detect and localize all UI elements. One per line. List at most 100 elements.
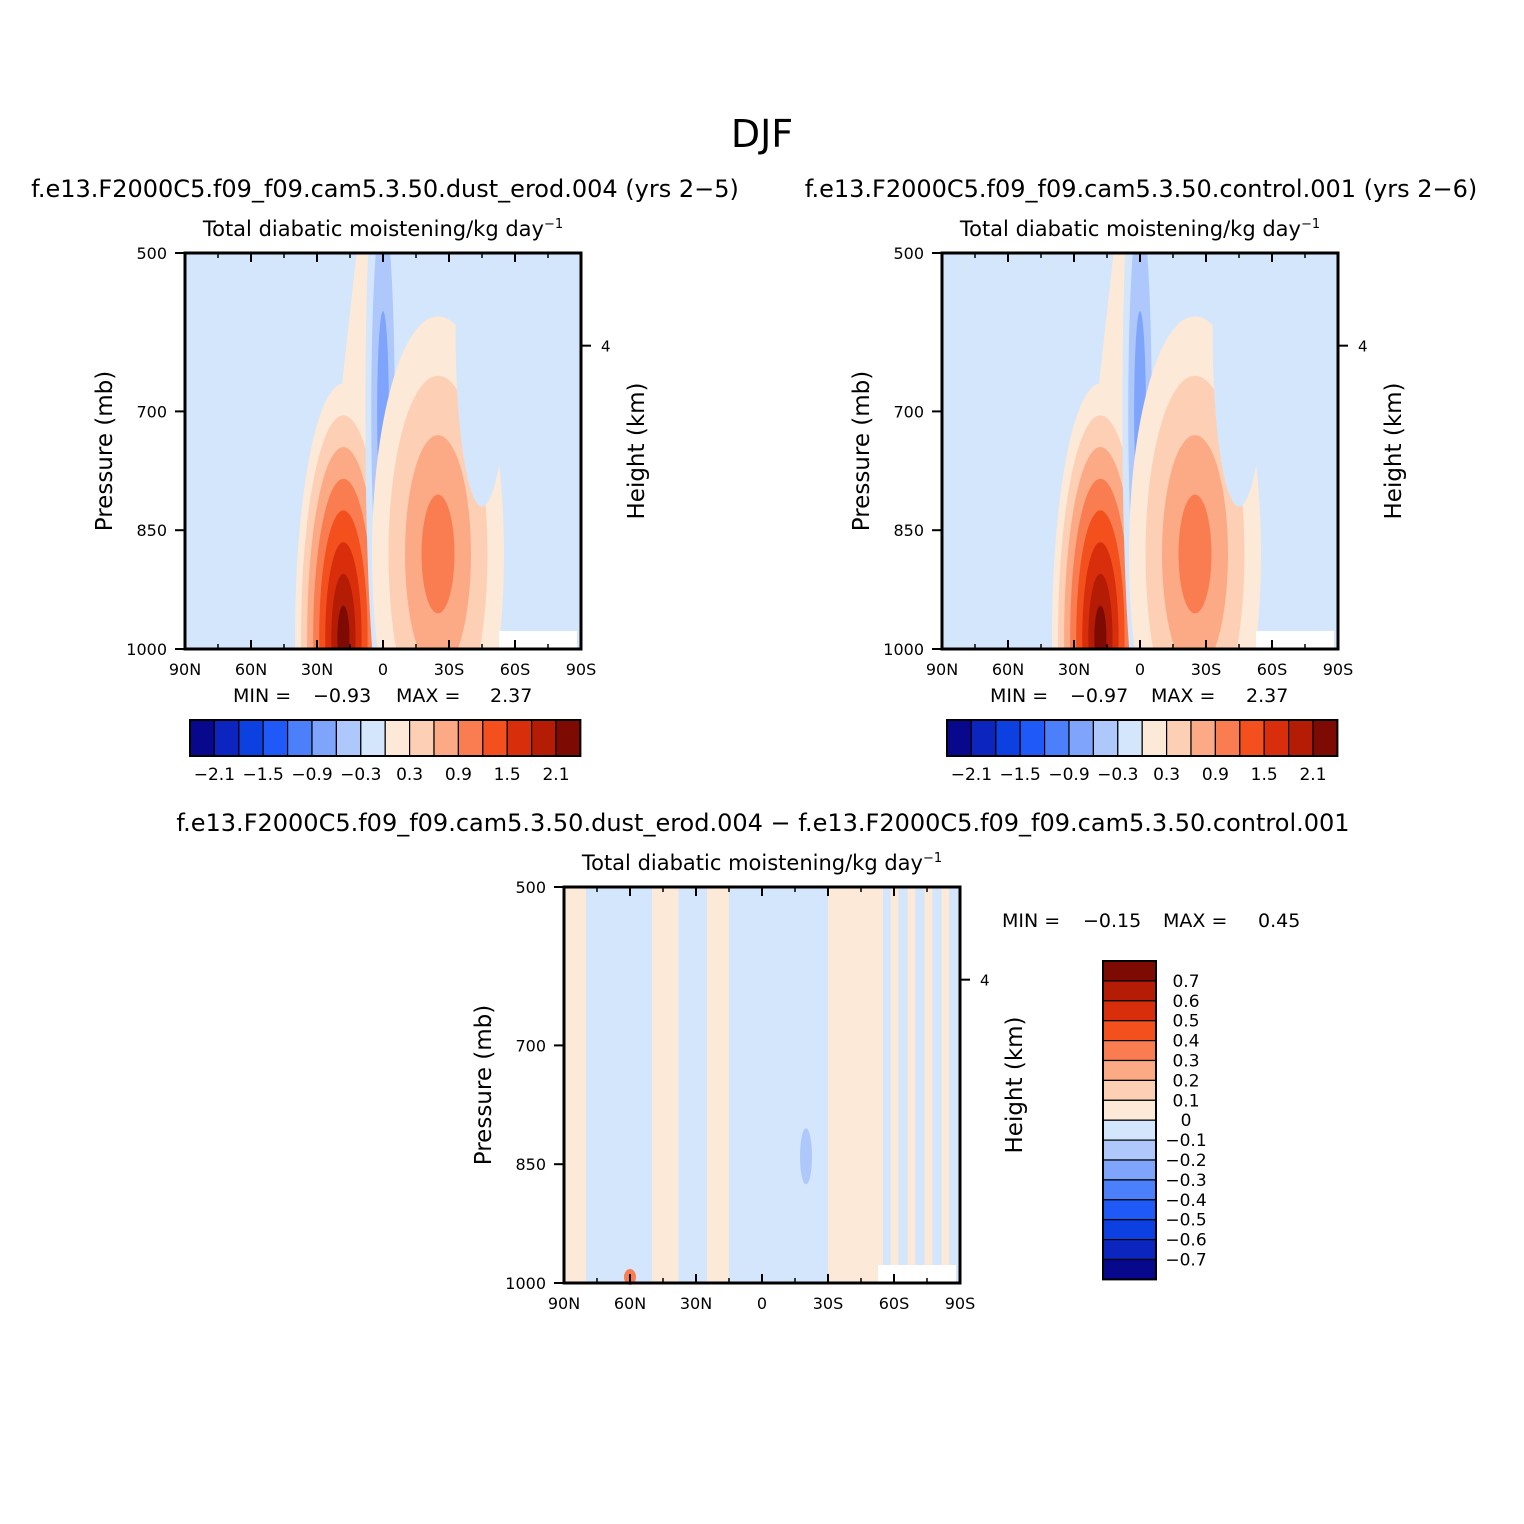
panel-a-colorbar-border <box>189 719 582 757</box>
panel-diff-colorbar-swatch <box>1102 1020 1157 1042</box>
panel-a-colorbar-swatch <box>482 719 508 757</box>
panel-diff-band-6 <box>828 887 883 1283</box>
panel-b-colorbar-swatch <box>1092 719 1119 757</box>
panel-a-plot: 90N 60N 30N 0 30S 60S 90S 500 700 850 1000 4 <box>126 244 611 679</box>
panel-a-colorbar-swatch <box>238 719 264 757</box>
panel-b-xtick-label: 30S <box>1191 660 1222 679</box>
panel-b-contour-3-1 <box>997 253 1063 507</box>
panel-a-case-title: f.e13.F2000C5.f09_f09.cam5.3.50.dust_ero… <box>31 175 739 203</box>
panel-diff-xtick-label: 30S <box>813 1294 844 1313</box>
panel-a-colorbar-swatch <box>311 719 337 757</box>
panel-a-colorbar-swatch <box>457 719 484 757</box>
panel-a-colorbar-swatch <box>384 719 411 757</box>
panel-diff-colorbar-tick-label: 0 <box>1181 1111 1192 1131</box>
panel-diff-colorbar-tick-label: −0.1 <box>1165 1131 1206 1151</box>
panel-diff-min-label: MIN = <box>1002 910 1060 932</box>
panel-diff-missing-data <box>878 1265 956 1283</box>
panel-a-colorbar-tick-label: 0.9 <box>445 765 472 785</box>
panel-b-stats: MIN = −0.97 MAX = 2.37 <box>990 685 1288 707</box>
panel-a-colorbar-tick-label: 1.5 <box>494 765 521 785</box>
panel-diff-band-3 <box>678 887 707 1283</box>
panel-b-contour-4-1 <box>1212 253 1266 507</box>
panel-diff-ylabel: Pressure (mb) <box>471 1005 497 1165</box>
panel-a-max-label: MAX = <box>396 685 460 707</box>
panel-b-colorbar-swatch <box>1141 719 1168 757</box>
figure-title: DJF <box>731 112 793 156</box>
panel-b-ylabel: Pressure (mb) <box>849 371 875 531</box>
panel-a-contour-2-4 <box>421 494 455 614</box>
panel-diff-colorbar-tick-label: 0.7 <box>1172 972 1199 992</box>
panel-diff-colorbar-swatch <box>1102 1258 1157 1280</box>
panel-diff-colorbar-swatch <box>1102 1039 1157 1062</box>
panel-b-colorbar-swatch <box>970 719 997 757</box>
panel-diff-colorbar-swatch <box>1102 1079 1157 1101</box>
panel-diff-colorbar-swatch <box>1102 1059 1157 1081</box>
panel-a-colorbar-swatch <box>287 719 313 757</box>
panel-a-ytick-right-label: 4 <box>601 338 611 356</box>
panel-b-colorbar-tick-label: 2.1 <box>1299 765 1326 785</box>
panel-a-colorbar-tick-label: −1.5 <box>243 765 284 785</box>
panel-diff-ylabel-right: Height (km) <box>1002 1016 1028 1153</box>
panel-diff-xtick-label: 30N <box>680 1294 712 1313</box>
panel-b-colorbar-border <box>946 719 1339 757</box>
panel-a-colorbar-swatch <box>433 719 459 757</box>
panel-b-colorbar-swatch <box>1239 719 1265 757</box>
panel-b-max-label: MAX = <box>1151 685 1215 707</box>
panel-a-contour-0-8 <box>337 605 350 649</box>
panel-diff-xtick-label: 90S <box>945 1294 976 1313</box>
panel-diff-colorbar-swatch <box>1102 1238 1157 1261</box>
panel-b-ytick-label: 850 <box>893 521 924 540</box>
panel-b-min-label: MIN = <box>990 685 1048 707</box>
panel-diff-band-stripe <box>890 887 899 1283</box>
panel-a-colorbar-swatch <box>506 719 533 757</box>
panel-diff-band-0 <box>564 887 586 1283</box>
panel-a-contour-3-1 <box>240 253 306 507</box>
panel-b-colorbar-swatch <box>1117 719 1143 757</box>
panel-a-ytick-label: 850 <box>136 521 167 540</box>
panel-diff-min-value: −0.15 <box>1083 910 1141 932</box>
panel-b-colorbar-swatch <box>1287 719 1314 757</box>
panel-a-colorbar-swatch <box>262 719 289 757</box>
panel-b-colorbar-swatch <box>1165 719 1192 757</box>
panel-diff-colorbar-swatch <box>1102 1139 1157 1161</box>
panel-b-colorbar-tick-label: −1.5 <box>1000 765 1041 785</box>
panel-b-colorbar-tick-label: 0.9 <box>1202 765 1229 785</box>
panel-diff-colorbar-tick-label: −0.7 <box>1165 1251 1206 1271</box>
panel-a-colorbar-tick-label: −0.3 <box>340 765 381 785</box>
panel-a-colorbar-swatch <box>555 719 581 757</box>
panel-diff-colorbar-swatch <box>1102 1000 1157 1022</box>
panel-b-colorbar-swatch <box>1043 719 1070 757</box>
panel-diff-colorbar-swatch <box>1102 980 1157 1002</box>
panel-a-colorbar-swatch <box>189 719 215 757</box>
panel-diff-plot: 90N 60N 30N 0 30S 60S 90S 500 700 850 1000 4 <box>505 878 989 1313</box>
panel-diff-colorbar-swatch <box>1102 1099 1157 1121</box>
panel-a-stats: MIN = −0.93 MAX = 2.37 <box>233 685 532 707</box>
panel-b-colorbar-swatch <box>1068 719 1094 757</box>
panel-diff-colorbar-tick-label: 0.4 <box>1172 1032 1199 1052</box>
panel-diff-xtick-label: 60S <box>879 1294 910 1313</box>
panel-diff-colorbar-tick-label: 0.3 <box>1172 1052 1199 1072</box>
panel-b-plot: 90N 60N 30N 0 30S 60S 90S 500 700 850 1000 4 <box>883 244 1367 679</box>
panel-a-xtick-label: 90N <box>169 660 201 679</box>
panel-diff-colorbar-border <box>1102 960 1157 1281</box>
panel-diff-colorbar-swatch <box>1102 1199 1157 1221</box>
panel-b-xtick-label: 0 <box>1135 660 1145 679</box>
panel-a-colorbar-tick-label: 2.1 <box>542 765 569 785</box>
panel-a-xtick-label: 0 <box>378 660 388 679</box>
panel-b-variable-title: Total diabatic moistening/kg day−1 <box>959 217 1320 241</box>
panel-b-max-value: 2.37 <box>1246 685 1288 707</box>
panel-b-colorbar-tick-label: −0.9 <box>1048 765 1089 785</box>
panel-diff-ytick-label: 1000 <box>505 1274 546 1293</box>
panel-diff-colorbar-swatch <box>1102 1219 1157 1241</box>
panel-b-min-value: −0.97 <box>1070 685 1128 707</box>
panel-diff-colorbar-tick-label: −0.3 <box>1165 1171 1206 1191</box>
panel-diff-colorbar-swatch <box>1102 1159 1157 1181</box>
panel-a-colorbar-tick-label: −2.1 <box>194 765 235 785</box>
panel-diff: f.e13.F2000C5.f09_f09.cam5.3.50.dust_ero… <box>176 809 1349 1313</box>
panel-b-colorbar-tick-label: 1.5 <box>1251 765 1278 785</box>
panel-b-contour-0-8 <box>1094 605 1107 649</box>
panel-diff-colorbar-tick-label: −0.6 <box>1165 1231 1206 1251</box>
panel-a-ytick-label: 1000 <box>126 640 167 659</box>
panel-diff-colorbar: 0.70.60.50.40.30.20.10−0.1−0.2−0.3−0.4−0… <box>1102 960 1207 1281</box>
